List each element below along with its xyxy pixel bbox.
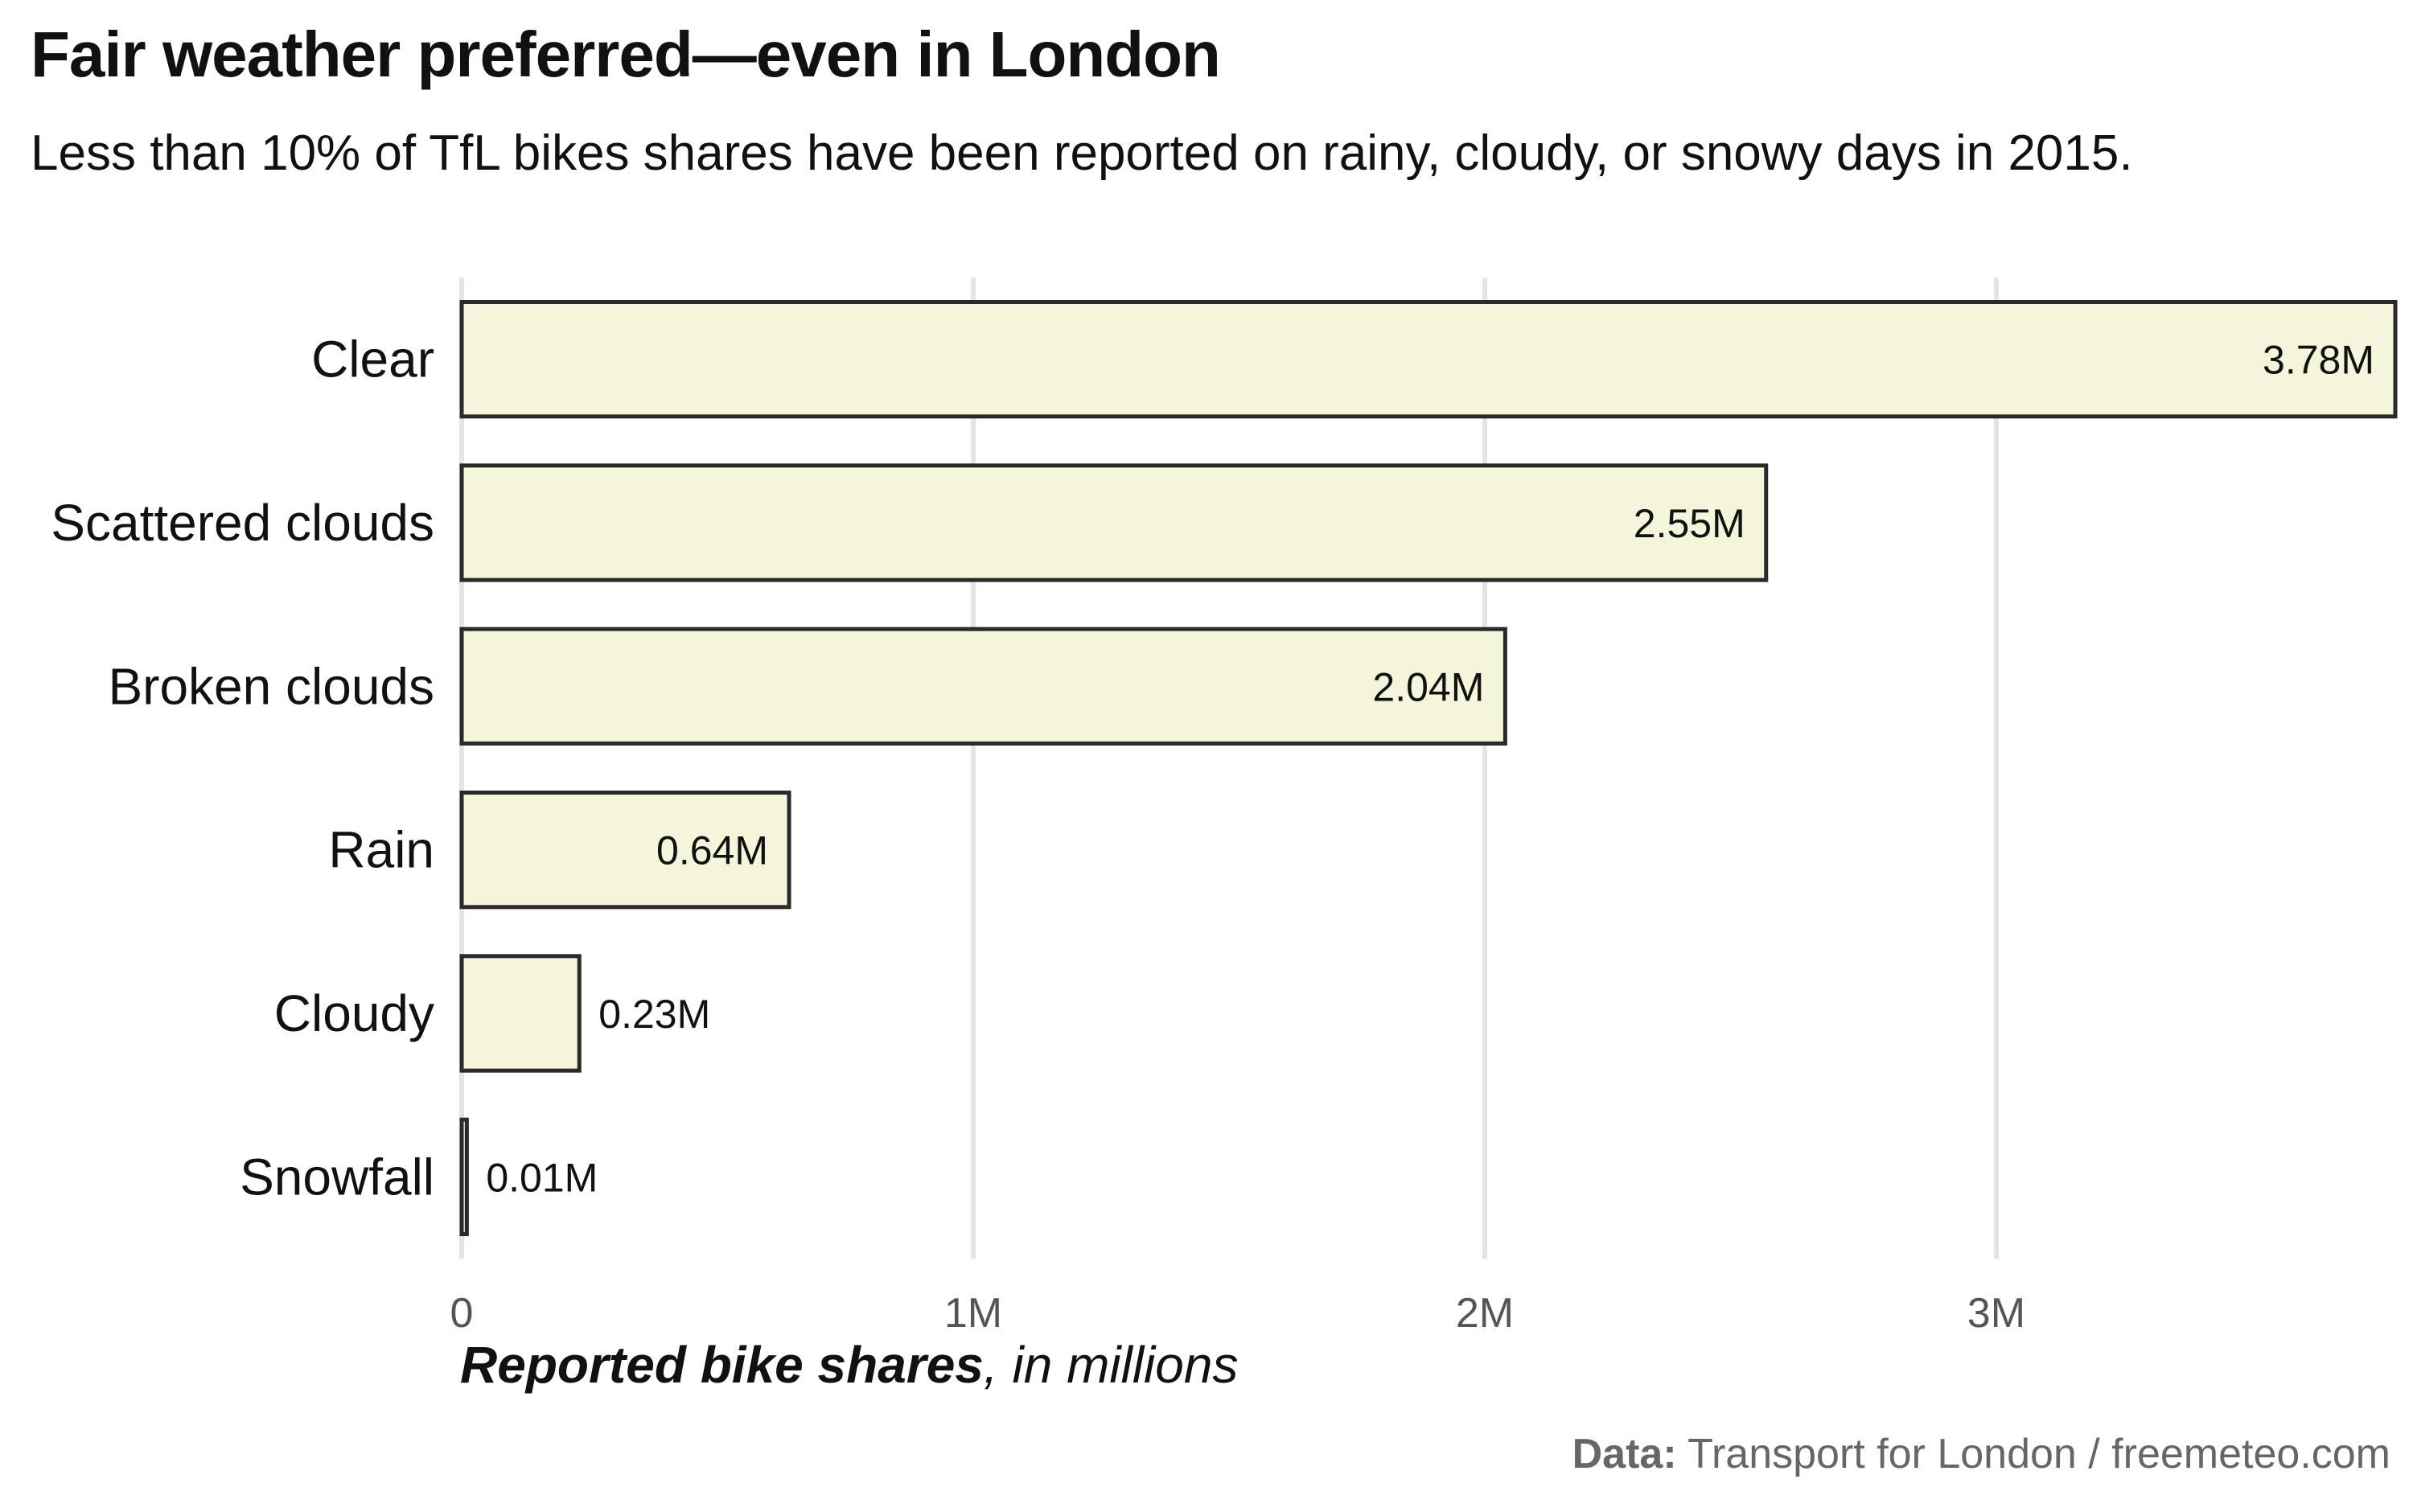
chart-subtitle: Less than 10% of TfL bikes shares have b… [31, 125, 2133, 181]
source-text: Transport for London / freemeteo.com [1676, 1431, 2390, 1477]
x-axis-title: Reported bike shares, in millions [460, 1335, 1238, 1395]
value-label: 0.01M [486, 1155, 598, 1200]
bar [459, 791, 791, 910]
x-tick-label: 1M [944, 1290, 1002, 1337]
category-label: Snowfall [240, 1148, 434, 1206]
category-label: Rain [328, 821, 434, 879]
bars [459, 300, 2398, 1236]
source-note: Data: Transport for London / freemeteo.c… [1572, 1430, 2390, 1478]
source-label: Data: [1572, 1431, 1677, 1477]
category-label: Broken clouds [108, 657, 434, 715]
x-axis-title-bold: Reported bike shares [460, 1336, 984, 1394]
x-tick-label: 3M [1967, 1290, 2025, 1337]
value-label: 3.78M [2263, 338, 2374, 383]
bar [459, 463, 1769, 582]
bar [459, 1117, 469, 1236]
value-label: 2.04M [1372, 664, 1484, 709]
x-axis-title-rest: , in millions [983, 1336, 1239, 1394]
x-axis-ticks: 0 1M 2M 3M [450, 1290, 2026, 1337]
chart-title: Fair weather preferred—even in London [31, 18, 1221, 90]
value-label: 0.23M [598, 992, 710, 1037]
value-label: 2.55M [1634, 501, 1745, 546]
bar [459, 300, 2398, 419]
labels: Clear 3.78M Scattered clouds 2.55M Broken cl… [51, 331, 2374, 1206]
x-tick-label: 2M [1456, 1290, 1514, 1337]
category-label: Scattered clouds [51, 494, 434, 552]
x-tick-label: 0 [450, 1290, 474, 1337]
category-label: Cloudy [274, 984, 434, 1042]
value-label: 0.64M [656, 828, 768, 873]
bar [459, 627, 1507, 746]
gridlines [459, 277, 1999, 1259]
bar [459, 954, 582, 1073]
category-label: Clear [311, 331, 434, 388]
